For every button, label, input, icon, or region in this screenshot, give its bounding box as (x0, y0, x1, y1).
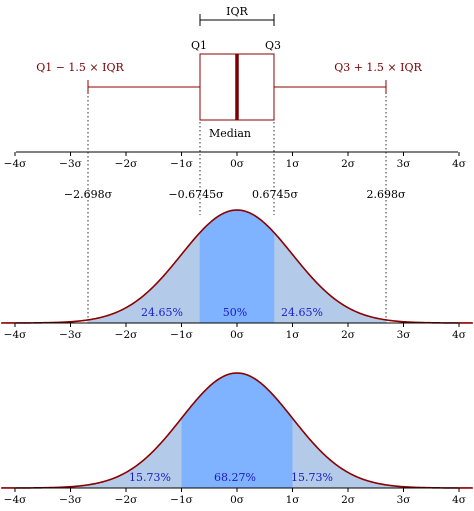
q1-label: Q1 (191, 39, 207, 52)
axis-top-ticks-label-4: 0σ (230, 158, 244, 170)
panel-sigma: −4σ −3σ −2σ −1σ 0σ 1σ 2σ 3σ 4σ 15.73% 68.27% 15.… (1, 372, 473, 506)
left-whisker-label: Q1 − 1.5 × IQR (36, 61, 124, 74)
panel-sigma-center-fill (181, 373, 293, 488)
axis-bottom-ticks-label-8: 4σ (452, 494, 466, 506)
axis-middle-ticks-label-7: 3σ (397, 329, 411, 341)
axis-middle-ticks-label-2: −2σ (115, 329, 138, 341)
axis-top-ticks-label-0: −4σ (4, 158, 27, 170)
q3-label: Q3 (265, 39, 281, 52)
axis-middle-ticks-label-6: 2σ (341, 329, 355, 341)
axis-top-ticks-label-8: 4σ (452, 158, 466, 170)
axis-bottom-ticks-label-7: 3σ (397, 494, 411, 506)
marker-label-neg-06745: −0.6745σ (168, 188, 224, 201)
axis-bottom-ticks-label-1: −3σ (59, 494, 82, 506)
panel-iqr-right-pct: 24.65% (281, 306, 323, 319)
panel-iqr-center-fill (199, 210, 275, 323)
axis-top-ticks-label-1: −3σ (59, 158, 82, 170)
axis-bottom-ticks-label-0: −4σ (4, 494, 27, 506)
marker-labels: −2.698σ −0.6745σ 0.6745σ 2.698σ (64, 188, 406, 201)
axis-bottom-ticks-label-6: 2σ (341, 494, 355, 506)
marker-label-pos-2698: 2.698σ (367, 188, 406, 201)
right-whisker-label: Q3 + 1.5 × IQR (334, 61, 422, 74)
axis-top-ticks: −4σ −3σ −2σ −1σ 0σ 1σ 2σ 3σ 4σ (4, 152, 466, 170)
axis-bottom-ticks-label-2: −2σ (115, 494, 138, 506)
axis-middle-ticks-label-8: 4σ (452, 329, 466, 341)
panel-iqr-center-pct: 50% (223, 306, 247, 319)
panel-sigma-left-fill (15, 418, 182, 488)
marker-label-pos-06745: 0.6745σ (252, 188, 298, 201)
panel-sigma-right-fill (292, 418, 459, 488)
axis-top-ticks-label-5: 1σ (286, 158, 300, 170)
panel-sigma-right-pct: 15.73% (291, 471, 333, 484)
axis-middle-ticks-label-4: 0σ (230, 329, 244, 341)
axis-top: −4σ −3σ −2σ −1σ 0σ 1σ 2σ 3σ 4σ (4, 151, 466, 170)
panel-iqr-curve (1, 209, 473, 324)
axis-middle-ticks: −4σ −3σ −2σ −1σ 0σ 1σ 2σ 3σ 4σ (4, 323, 466, 341)
axis-bottom-ticks-label-5: 1σ (286, 494, 300, 506)
axis-middle-ticks-label-1: −3σ (59, 329, 82, 341)
median-label: Median (209, 127, 251, 140)
axis-middle-ticks-label-3: −1σ (170, 329, 193, 341)
axis-bottom-ticks-label-3: −1σ (170, 494, 193, 506)
boxplot: IQR Q1 Q3 Q1 − 1.5 × IQR Q3 + 1.5 × IQR … (36, 5, 422, 140)
axis-middle-ticks-label-0: −4σ (4, 329, 27, 341)
axis-top-ticks-label-3: −1σ (170, 158, 193, 170)
axis-middle-ticks-label-5: 1σ (286, 329, 300, 341)
panel-iqr-left-fill (87, 232, 200, 323)
axis-bottom-ticks-label-4: 0σ (230, 494, 244, 506)
axis-top-ticks-label-7: 3σ (397, 158, 411, 170)
panel-sigma-curve (1, 372, 473, 489)
iqr-label: IQR (226, 5, 248, 18)
axis-bottom-ticks: −4σ −3σ −2σ −1σ 0σ 1σ 2σ 3σ 4σ (4, 488, 466, 506)
panel-iqr: −4σ −3σ −2σ −1σ 0σ 1σ 2σ 3σ 4σ 24.65% 50% 24.65% (1, 209, 473, 341)
panel-sigma-left-pct: 15.73% (129, 471, 171, 484)
axis-top-ticks-label-2: −2σ (115, 158, 138, 170)
axis-top-ticks-label-6: 2σ (341, 158, 355, 170)
panel-iqr-left-pct: 24.65% (141, 306, 183, 319)
marker-label-neg-2698: −2.698σ (64, 188, 113, 201)
panel-iqr-right-fill (274, 232, 387, 323)
panel-sigma-center-pct: 68.27% (214, 471, 256, 484)
guide-lines (87, 96, 387, 323)
